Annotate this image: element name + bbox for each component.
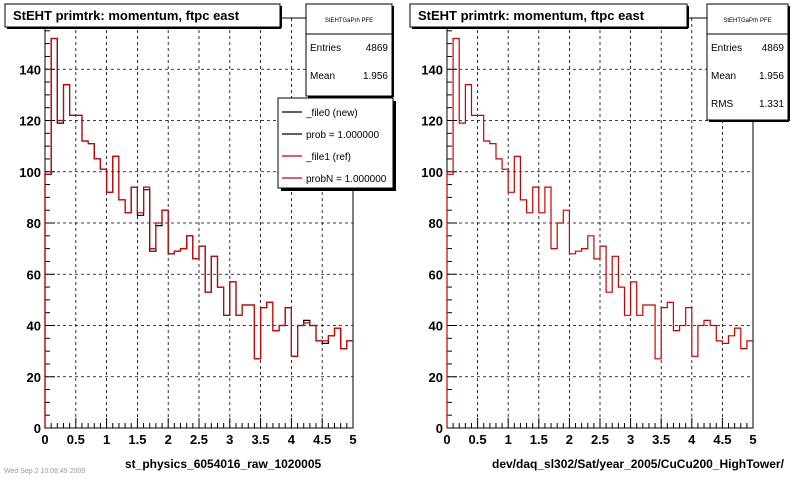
x-tick-label: 4 <box>288 432 296 447</box>
x-tick-label: 1 <box>505 432 512 447</box>
x-tick-label: 5 <box>749 432 756 447</box>
stats-value: 1.331 <box>759 99 784 110</box>
stats-label: Mean <box>711 71 736 82</box>
y-tick-label: 120 <box>421 114 443 129</box>
stats-name: StEHTGaPrh PFE <box>325 18 373 24</box>
histogram-panel-1: 0 0.5 1 1.5 2 2.5 3 3.5 4 4.5 5 0 20 40 60 80 100 120 140 S… <box>4 3 396 471</box>
x-axis-label: dev/daq_sl302/Sat/year_2005/CuCu200_High… <box>492 457 785 471</box>
chart-title: StEHT primtrk: momentum, ftpc east <box>13 8 240 23</box>
legend-entries: _file0 (new) prob = 1.000000 _file1 (ref) p… <box>282 108 387 185</box>
y-tick-label: 20 <box>27 370 41 385</box>
chart-title: StEHT primtrk: momentum, ftpc east <box>418 8 645 23</box>
stats-box <box>706 3 789 121</box>
x-tick-label: 0.5 <box>469 432 487 447</box>
y-tick-label: 40 <box>429 319 443 334</box>
histogram-series-1 <box>446 37 753 428</box>
x-tick-label: 0.5 <box>67 432 85 447</box>
x-tick-label: 1.5 <box>530 432 548 447</box>
x-tick-label: 3 <box>226 432 233 447</box>
x-tick-label: 2 <box>165 432 172 447</box>
stats-label: RMS <box>711 99 734 110</box>
y-tick-label: 140 <box>421 62 443 77</box>
x-tick-label: 2.5 <box>190 432 208 447</box>
y-tick-label: 20 <box>429 370 443 385</box>
y-tick-label: 0 <box>34 421 41 436</box>
y-tick-label: 100 <box>19 165 41 180</box>
legend-label-4: probN = 1.000000 <box>306 174 387 185</box>
footer-timestamp: Wed Sep 2 10:08:49 2009 <box>4 468 86 475</box>
legend-box <box>277 97 394 189</box>
x-tick-label: 2.5 <box>591 432 609 447</box>
x-tick-label: 3.5 <box>252 432 270 447</box>
legend-label-1: _file0 (new) <box>305 108 358 119</box>
x-axis-label: st_physics_6054016_raw_1020005 <box>125 457 321 471</box>
x-tick-label: 4.5 <box>713 432 731 447</box>
stats-value: 4869 <box>762 43 785 54</box>
y-tick-label: 120 <box>19 114 41 129</box>
y-tick-label: 0 <box>436 421 443 436</box>
x-tick-label: 1.5 <box>128 432 146 447</box>
stats-value: 1.956 <box>759 71 784 82</box>
x-tick-label: 0 <box>443 432 450 447</box>
stats-label: Entries <box>310 43 341 54</box>
y-tick-label: 60 <box>27 267 41 282</box>
x-tick-label: 3 <box>627 432 634 447</box>
y-tick-label: 80 <box>429 216 443 231</box>
y-tick-label: 80 <box>27 216 41 231</box>
stats-name: StEHTGaPrh PFE <box>723 18 771 24</box>
x-tick-label: 1 <box>103 432 110 447</box>
stats-label: Entries <box>711 43 742 54</box>
histogram-series-2 <box>44 37 353 428</box>
histogram-panel-2: 0 0.5 1 1.5 2 2.5 3 3.5 4 4.5 5 0 20 40 60 80 100 120 140 S… <box>409 3 790 471</box>
stats-box <box>305 3 393 97</box>
stats-value: 4869 <box>366 43 389 54</box>
y-tick-label: 140 <box>19 62 41 77</box>
stats-label: Mean <box>310 71 335 82</box>
x-tick-label: 0 <box>41 432 48 447</box>
legend-label-3: _file1 (ref) <box>305 152 351 163</box>
legend-label-2: prob = 1.000000 <box>306 130 380 141</box>
y-tick-label: 60 <box>429 267 443 282</box>
y-tick-label: 40 <box>27 319 41 334</box>
stats-value: 1.956 <box>363 71 388 82</box>
y-tick-label: 100 <box>421 165 443 180</box>
x-tick-label: 4.5 <box>313 432 331 447</box>
x-tick-label: 4 <box>688 432 696 447</box>
x-tick-label: 2 <box>566 432 573 447</box>
x-tick-label: 5 <box>349 432 356 447</box>
x-tick-label: 3.5 <box>652 432 670 447</box>
